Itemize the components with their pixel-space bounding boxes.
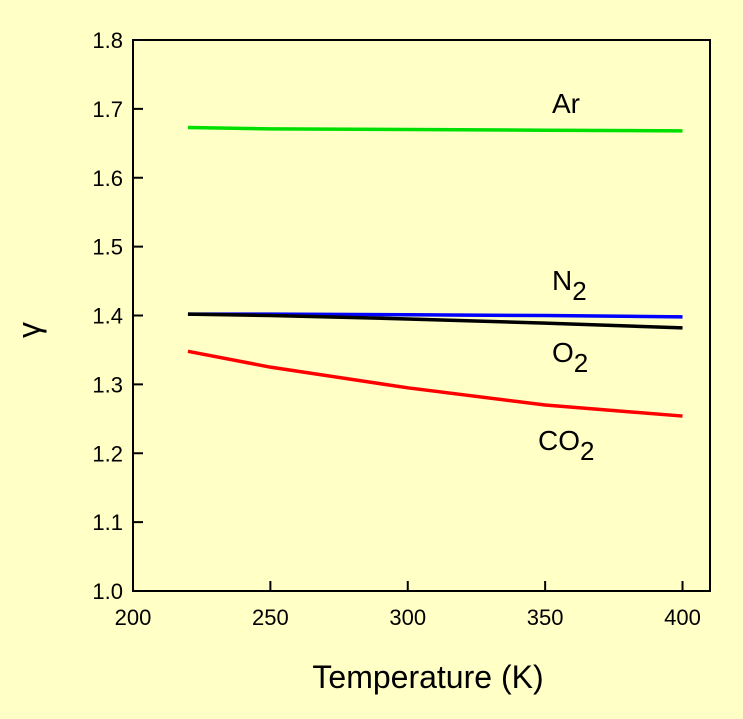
series-line [187, 349, 683, 418]
y-tick-label: 1.3 [92, 372, 123, 397]
y-tick-label: 1.6 [92, 166, 123, 191]
x-tick-label: 350 [527, 605, 564, 630]
series-label: O2 [552, 337, 588, 378]
x-tick-label: 200 [115, 605, 152, 630]
series-label: N2 [552, 265, 587, 306]
series-line [187, 312, 683, 330]
y-tick-label: 1.8 [92, 28, 123, 53]
y-tick-label: 1.0 [92, 579, 123, 604]
y-tick-label: 1.4 [92, 304, 123, 329]
y-tick-label: 1.7 [92, 97, 123, 122]
x-tick-label: 300 [389, 605, 426, 630]
x-tick-label: 400 [664, 605, 701, 630]
series-label: Ar [552, 88, 580, 119]
x-axis-title: Temperature (K) [312, 659, 543, 695]
series-label: CO2 [538, 425, 594, 466]
y-tick-label: 1.5 [92, 235, 123, 260]
series-line [187, 125, 683, 133]
y-axis-title: γ [11, 322, 47, 338]
y-tick-label: 1.1 [92, 510, 123, 535]
x-tick-label: 250 [252, 605, 289, 630]
y-tick-label: 1.2 [92, 441, 123, 466]
